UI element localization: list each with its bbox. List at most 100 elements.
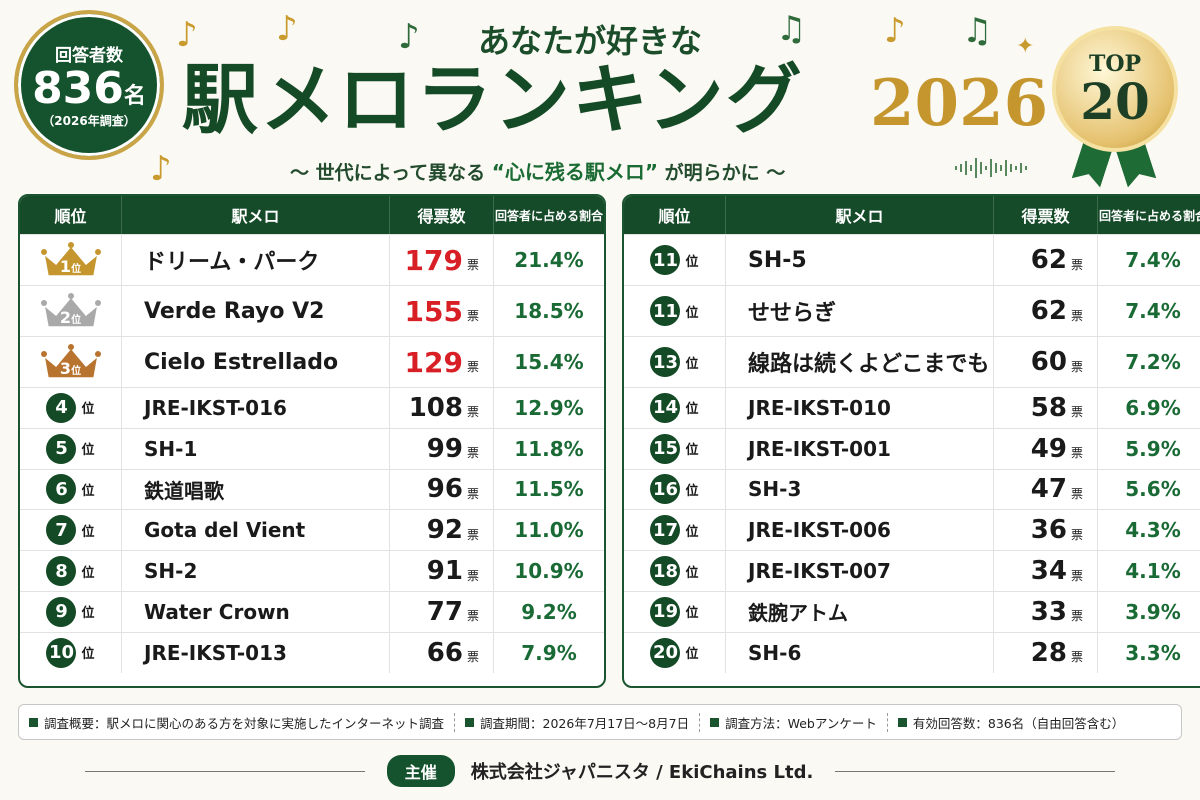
vote-unit: 票: [466, 568, 479, 583]
rank-cell: 17 位: [624, 510, 726, 551]
vote-count: 108: [408, 392, 463, 423]
vote-unit: 票: [1070, 359, 1083, 374]
melody-name: JRE-IKST-016: [122, 388, 390, 428]
vote-count: 92: [426, 515, 463, 546]
survey-valid-count: 有効回答数：836名（自由回答含む）: [888, 713, 1134, 732]
table-row: 11 位 SH-5 62 票 7.4%: [624, 234, 1200, 285]
rank-suffix: 位: [685, 402, 699, 418]
vote-unit: 票: [1070, 568, 1083, 583]
percentage: 12.9%: [514, 395, 584, 420]
vote-unit: 票: [1070, 527, 1083, 542]
votes-cell: 99 票: [390, 428, 494, 469]
rank-suffix: 位: [81, 565, 95, 581]
votes-cell: 60 票: [994, 337, 1098, 387]
vote-count: 129: [404, 345, 463, 379]
vote-unit: 票: [466, 359, 479, 374]
survey-method: 調査方法：Webアンケート: [700, 712, 888, 732]
melody-name: JRE-IKST-006: [726, 510, 994, 551]
melody-name: Cielo Estrellado: [122, 337, 390, 387]
votes-cell: 92 票: [390, 510, 494, 551]
vote-count: 58: [1030, 392, 1067, 423]
rank-number: 18: [650, 556, 681, 587]
vote-count: 66: [426, 637, 463, 668]
vote-count: 179: [404, 243, 463, 277]
table-row: 2位 Verde Rayo V2 155 票 18.5%: [20, 285, 604, 336]
votes-cell: 155 票: [390, 286, 494, 336]
vote-count: 99: [426, 433, 463, 464]
table-row: 18 位 JRE-IKST-007 34 票 4.1%: [624, 550, 1200, 591]
melody-name: SH-2: [122, 551, 390, 591]
votes-cell: 33 票: [994, 591, 1098, 632]
ranking-table-right: 順位 駅メロ 得票数 回答者に占める割合 11 位 SH-5 62 票 7.4% 11 位せせ…: [622, 194, 1200, 688]
rank-suffix: 位: [685, 565, 699, 581]
music-note-icon: ♪: [150, 149, 172, 189]
votes-cell: 77 票: [390, 591, 494, 632]
music-note-icon: ♪: [884, 11, 906, 51]
rank-number: 9: [46, 596, 77, 627]
rank-suffix: 位: [81, 443, 95, 459]
votes-cell: 36 票: [994, 510, 1098, 551]
rank-number: 19: [650, 596, 681, 627]
vote-count: 91: [426, 556, 463, 587]
survey-info-bar: 調査概要：駅メロに関心のある方を対象に実施したインターネット調査 調査期間：20…: [18, 704, 1182, 740]
percentage: 3.3%: [1125, 640, 1181, 665]
table-row: 13 位線路は続くよどこまでも 60 票 7.2%: [624, 336, 1200, 387]
top-count: 20: [1080, 72, 1150, 131]
vote-unit: 票: [1070, 650, 1083, 665]
percentage: 7.4%: [1125, 248, 1181, 272]
ranking-table-left: 順位 駅メロ 得票数 回答者に占める割合 1位 ドリーム・パーク 179 票 21.4%…: [18, 194, 606, 688]
percentage: 11.5%: [514, 477, 584, 502]
rank-number: 5: [46, 433, 77, 464]
rank-suffix: 位: [685, 483, 699, 499]
table-row: 7 位 Gota del Vient 92 票 11.0%: [20, 509, 604, 551]
vote-count: 60: [1030, 347, 1067, 377]
votes-cell: 58 票: [994, 388, 1098, 428]
rank-cell: 13 位: [624, 337, 726, 387]
melody-name: SH-6: [726, 632, 994, 673]
table-row: 3位 Cielo Estrellado 129 票 15.4%: [20, 336, 604, 387]
rank-cell: 10 位: [20, 632, 122, 673]
percentage: 3.9%: [1125, 599, 1181, 624]
percentage: 7.4%: [1125, 299, 1181, 323]
vote-unit: 票: [466, 486, 479, 501]
votes-cell: 49 票: [994, 428, 1098, 469]
vote-unit: 票: [1070, 308, 1083, 323]
rank-number: 14: [650, 392, 681, 423]
table-row: 14 位 JRE-IKST-010 58 票 6.9%: [624, 387, 1200, 428]
page-title: 駅メロランキング: [182, 55, 804, 144]
melody-name: Water Crown: [122, 591, 390, 632]
rank-number: 11: [650, 245, 681, 275]
respondents-count: 836名: [32, 62, 146, 114]
table-row: 8 位 SH-2 91 票 10.9%: [20, 550, 604, 591]
percentage: 4.3%: [1125, 518, 1181, 543]
percentage: 10.9%: [514, 559, 584, 584]
rank-suffix: 位: [685, 254, 699, 270]
rank-suffix: 位: [685, 647, 699, 663]
melody-name: Gota del Vient: [122, 510, 390, 551]
percentage: 18.5%: [514, 299, 584, 323]
votes-cell: 28 票: [994, 632, 1098, 673]
col-votes: 得票数: [390, 196, 494, 234]
table-row: 15 位 JRE-IKST-001 49 票 5.9%: [624, 427, 1200, 469]
votes-cell: 129 票: [390, 337, 494, 387]
music-note-icon: ♪: [176, 15, 198, 55]
rank-cell: 15 位: [624, 428, 726, 469]
sponsor-line: 主催 株式会社ジャパニスタ / EkiChains Ltd.: [0, 755, 1200, 787]
sponsor-tag: 主催: [386, 755, 455, 787]
vote-unit: 票: [1070, 257, 1083, 272]
votes-cell: 66 票: [390, 632, 494, 673]
survey-overview: 調査概要：駅メロに関心のある方を対象に実施したインターネット調査: [19, 712, 456, 732]
rank-number: 8: [46, 556, 77, 587]
melody-name: SH-5: [726, 235, 994, 285]
rank-number: 11: [650, 296, 681, 326]
rank-suffix: 位: [685, 443, 699, 459]
rank-suffix: 位: [685, 356, 699, 372]
top-label: TOP: [1088, 51, 1142, 77]
votes-cell: 108 票: [390, 388, 494, 428]
rank-cell: 20 位: [624, 632, 726, 673]
table-header: 順位 駅メロ 得票数 回答者に占める割合: [20, 196, 604, 234]
rank-suffix: 位: [685, 524, 699, 540]
music-note-icon: ♪: [276, 9, 298, 49]
